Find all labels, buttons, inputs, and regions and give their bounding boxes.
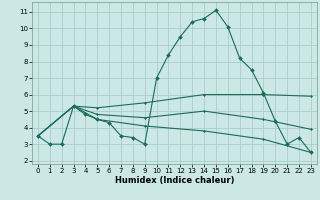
X-axis label: Humidex (Indice chaleur): Humidex (Indice chaleur) — [115, 176, 234, 185]
